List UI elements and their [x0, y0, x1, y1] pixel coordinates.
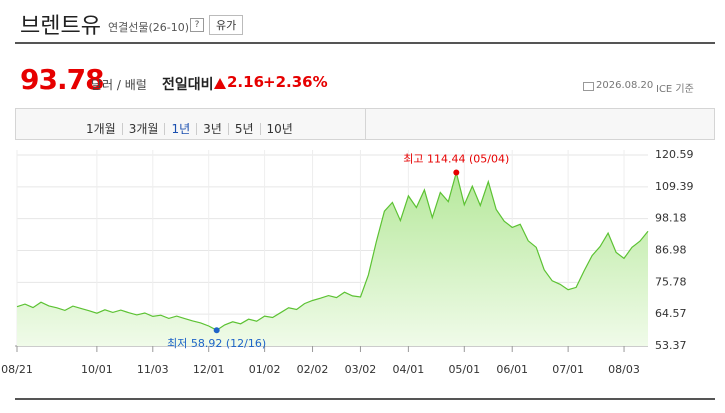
x-tick-label: 06/01 — [496, 363, 528, 376]
period-tab[interactable]: 5년 — [227, 123, 260, 135]
tab-list: 1개월 3개월 1년 3년 5년 10년 — [80, 118, 299, 137]
x-tick-label: 01/02 — [249, 363, 281, 376]
x-tick-label: 03/02 — [345, 363, 377, 376]
extreme-marker — [453, 169, 460, 176]
x-tick-label: 10/01 — [81, 363, 113, 376]
tab-bar: 1개월 3개월 1년 3년 5년 10년 — [15, 108, 715, 140]
price: 93.78 — [20, 63, 105, 96]
x-tick-label: 04/01 — [393, 363, 425, 376]
period-tab[interactable]: 3개월 — [121, 123, 165, 135]
y-tick-label: 53.37 — [655, 339, 687, 352]
change: 2.16 — [227, 73, 265, 91]
x-tick-label: 02/02 — [297, 363, 329, 376]
y-tick-label: 86.98 — [655, 244, 687, 257]
tab-divider — [365, 109, 366, 139]
y-tick-label: 64.57 — [655, 307, 687, 320]
y-tick-label: 98.18 — [655, 212, 687, 225]
period-tab[interactable]: 3년 — [196, 123, 228, 135]
y-tick-label: 120.59 — [655, 148, 694, 161]
title: 브렌트유 — [20, 14, 101, 39]
subtitle: 연결선물(26-10) — [108, 21, 190, 34]
x-tick-label: 11/03 — [137, 363, 169, 376]
line — [16, 170, 649, 331]
x-tick-label: 12/01 — [193, 363, 225, 376]
price-unit: 달러 / 배럴 — [91, 78, 147, 92]
x-tick-label: 05/01 — [448, 363, 480, 376]
up-triangle — [214, 78, 226, 89]
icon-shape — [583, 82, 594, 91]
quote-date: 2026.08.20 — [596, 80, 654, 91]
help-button[interactable]: ? — [190, 18, 204, 32]
extreme-label: 최저 58.92 (12/16) — [167, 337, 266, 350]
period-tab[interactable]: 1년 — [164, 123, 196, 135]
y-tick-label: 75.78 — [655, 275, 687, 288]
header-rule — [15, 42, 715, 44]
extreme-label: 최고 114.44 (05/04) — [403, 152, 509, 165]
area — [17, 172, 648, 346]
y-tick-label: 109.39 — [655, 180, 694, 193]
calendar-icon — [583, 82, 594, 91]
period-tab[interactable]: 10년 — [259, 123, 299, 135]
x-tick-label: 08/03 — [608, 363, 640, 376]
up-arrow — [214, 78, 226, 89]
tag-button[interactable]: 유가 — [209, 15, 244, 35]
x-tick-label: 07/01 — [552, 363, 584, 376]
change-pct: +2.36% — [263, 73, 328, 91]
compare-label: 전일대비 — [162, 77, 214, 93]
period-tab[interactable]: 1개월 — [86, 122, 116, 136]
x-tick-label: 08/21 — [1, 363, 33, 376]
extreme-marker — [213, 327, 220, 334]
quote-source: ICE 기준 — [656, 84, 694, 95]
